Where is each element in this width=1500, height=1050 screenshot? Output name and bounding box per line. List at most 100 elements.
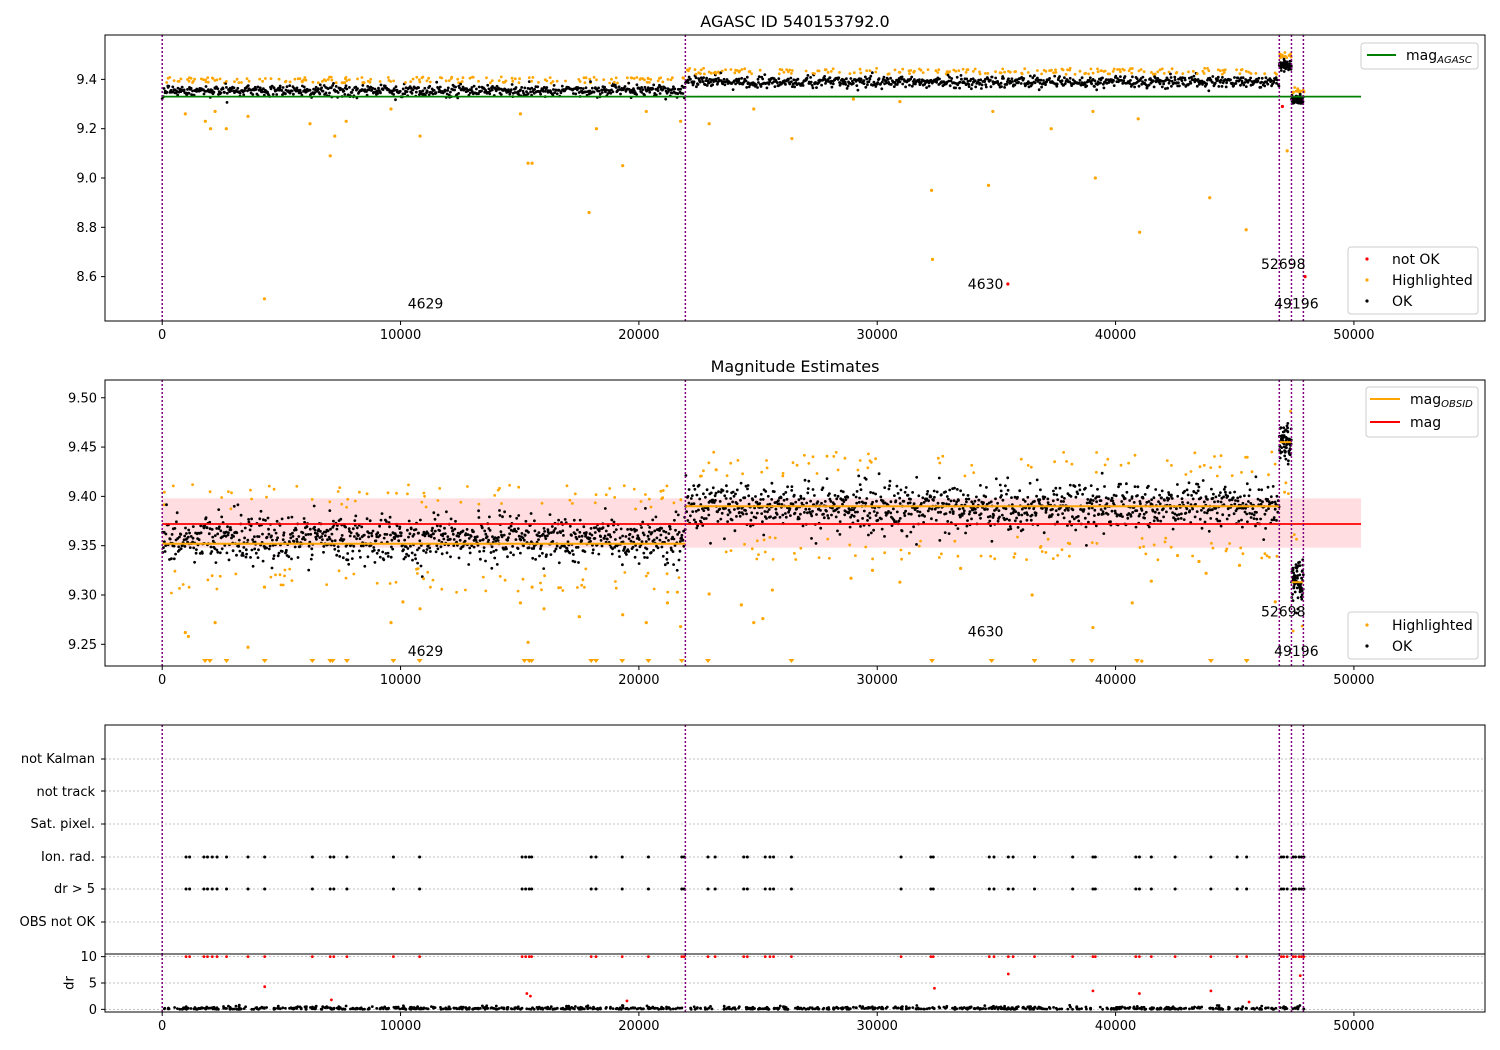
ok-point [397,534,400,538]
ok-point [432,89,436,92]
ok-point [1275,519,1278,522]
ion-rad-flag-point [706,855,710,859]
ok-point [935,490,939,494]
ok-point [660,545,664,549]
magnitude-xtick-label: 0 [158,673,166,688]
ok-point [321,89,325,93]
ok-point [553,549,557,553]
ok-point [948,510,952,514]
below-range-marker [1207,659,1214,663]
ok-point [1010,77,1014,81]
highlighted-outlier-point [1093,176,1097,180]
ok-point [261,90,264,94]
highlighted-point [699,68,703,72]
ok-point [790,489,794,492]
ok-point [1039,488,1042,492]
ok-point [747,494,751,498]
highlighted-outlier-point [991,109,995,114]
highlighted-point [1133,453,1137,457]
highlighted-point [346,497,350,501]
highlighted-point [900,557,903,561]
ok-point [522,538,526,542]
highlighted-point [921,71,925,74]
dr-gt-5-flag-point [1235,887,1239,891]
ok-point [427,93,431,97]
ok-point [385,533,389,536]
ok-point [917,514,921,518]
highlighted-point [856,468,860,472]
ok-point [962,493,965,497]
below-range-marker [416,659,423,663]
highlighted-point [639,77,643,80]
ok-point [496,539,500,542]
ok-point [212,90,216,94]
ok-point [845,87,849,90]
ok-point [1140,82,1144,86]
ok-point [871,491,875,495]
ok-point [725,78,729,81]
ok-point [754,516,758,520]
ok-point [1300,589,1304,593]
ok-point [346,558,350,562]
magnitude-point-legend-box [1347,611,1479,660]
ok-point [205,526,209,530]
highlighted-point [993,557,997,561]
ok-point [904,486,908,489]
magnitude-panel-data [161,380,1362,666]
ok-point [290,515,294,519]
ok-point [332,519,335,523]
not-ok-point [1303,275,1307,279]
ok-point [571,549,574,553]
ok-point [433,517,437,521]
ok-point [1033,81,1037,85]
ok-point [663,86,667,90]
highlighted-point [757,553,760,556]
ok-point [960,77,963,81]
ok-point [1245,512,1249,516]
ok-point [224,534,228,538]
ok-point [1133,485,1137,488]
ok-point [1086,498,1090,501]
ok-point [951,510,955,514]
ok-point [697,77,701,80]
ok-point [762,533,766,537]
ok-point [702,509,706,512]
ok-point [724,497,728,500]
dr-gt-5-flag-point [706,887,710,891]
ok-point [876,518,880,522]
below-range-marker [329,659,336,663]
ok-point [696,524,699,528]
ok-point [829,81,833,85]
ok-point [1077,519,1081,523]
ok-point [480,526,484,530]
ok-point [249,556,252,559]
ok-point [886,78,890,81]
highlighted-point [404,81,407,84]
highlighted-point [1285,56,1289,59]
ok-point [1189,81,1193,85]
ok-point [618,536,622,540]
ok-point [1184,511,1188,515]
ok-point [271,538,274,542]
ok-point [423,86,427,90]
ok-point [1205,511,1209,515]
ok-point [1107,497,1110,501]
ok-point [533,529,537,533]
ok-point [881,499,885,503]
ok-point [374,539,378,543]
highlighted-point [559,586,562,589]
ok-point [500,535,504,539]
ok-point [1056,498,1060,501]
agasc-point-legend-box [1347,246,1479,315]
highlighted-outlier-point [1030,593,1034,597]
ok-point [776,81,779,85]
ok-point [335,527,339,531]
ok-point [1164,87,1167,90]
ok-point [467,563,471,566]
ok-point [183,534,187,538]
ok-point [713,494,717,498]
ok-point [509,551,513,554]
dr-gt-5-flag-point [1011,887,1015,891]
ok-point [544,537,548,540]
ok-point [253,85,257,89]
